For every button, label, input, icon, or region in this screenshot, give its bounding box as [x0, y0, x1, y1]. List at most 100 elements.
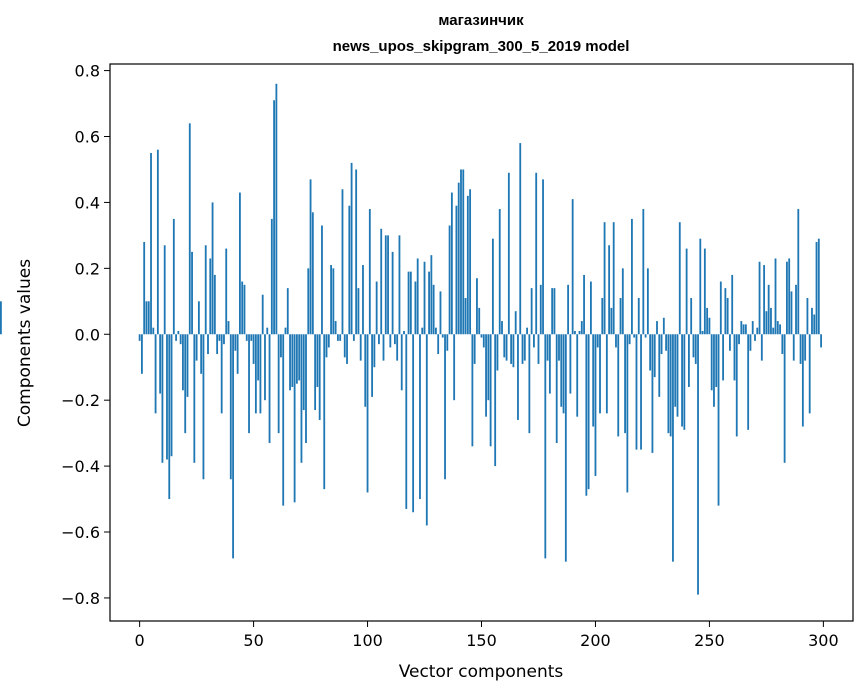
bar	[330, 265, 332, 335]
bar	[724, 288, 727, 335]
bar	[503, 334, 506, 358]
bar	[473, 334, 476, 364]
bar	[218, 334, 221, 341]
bar	[665, 334, 668, 351]
bar	[674, 334, 677, 407]
bar	[608, 245, 611, 335]
bar	[731, 274, 734, 335]
bar	[195, 334, 198, 361]
bar	[555, 334, 558, 444]
bar	[510, 334, 513, 364]
bar	[817, 238, 820, 335]
bar	[676, 334, 679, 417]
bar	[289, 334, 291, 391]
bar	[523, 334, 526, 361]
bar	[594, 334, 597, 476]
bar	[156, 149, 159, 335]
bar	[754, 334, 756, 341]
bar	[710, 334, 713, 391]
y-tick-label: −0.2	[61, 391, 100, 410]
bar	[234, 334, 237, 351]
bar	[621, 268, 624, 335]
bar	[209, 258, 212, 335]
bar	[785, 261, 788, 335]
bar	[357, 288, 360, 335]
bar	[601, 298, 604, 335]
bar	[321, 225, 323, 335]
bar	[772, 327, 775, 335]
bar	[421, 327, 424, 335]
bar	[455, 205, 458, 335]
bar	[348, 205, 351, 335]
bar	[505, 334, 508, 361]
bar	[628, 334, 631, 345]
bar	[740, 321, 743, 335]
bar	[558, 334, 560, 361]
bar	[605, 334, 608, 414]
bar	[615, 334, 617, 348]
bar	[400, 334, 403, 391]
y-tick-label: 0.8	[75, 62, 100, 81]
bar	[781, 334, 784, 355]
bar	[318, 334, 321, 420]
bar	[343, 334, 346, 358]
bar	[699, 238, 702, 335]
bar	[744, 324, 747, 335]
bar	[295, 334, 298, 384]
bar	[161, 334, 164, 463]
bar	[637, 298, 640, 335]
bar	[439, 291, 442, 335]
bar	[713, 334, 715, 407]
bar	[346, 334, 348, 364]
bar	[211, 202, 214, 335]
bar	[703, 248, 706, 335]
bar	[275, 83, 278, 335]
y-tick-label: 0.6	[75, 128, 100, 147]
bar	[799, 334, 802, 364]
bar	[815, 241, 818, 335]
bar	[687, 334, 690, 387]
bar	[813, 314, 816, 335]
bar	[186, 334, 189, 397]
bar	[776, 321, 779, 335]
bar	[191, 251, 193, 335]
bar	[610, 307, 613, 335]
bar	[760, 334, 763, 361]
bar	[188, 123, 191, 335]
bar	[170, 334, 173, 457]
bar	[494, 334, 497, 467]
y-axis-label: Components values	[15, 259, 35, 427]
y-tick-label: 0.0	[75, 325, 100, 344]
bar	[364, 334, 367, 407]
bar	[466, 195, 469, 335]
bar	[548, 334, 551, 394]
bar	[409, 271, 412, 335]
bar	[596, 334, 599, 348]
bar	[482, 334, 485, 348]
bar	[284, 327, 287, 335]
bar	[307, 268, 310, 335]
bar	[694, 334, 697, 364]
bar	[453, 334, 456, 401]
chart-title: магазинчик	[438, 12, 524, 29]
bar	[252, 334, 255, 364]
bar	[254, 334, 257, 414]
bar	[690, 298, 693, 335]
bar	[656, 321, 658, 335]
bar	[722, 334, 724, 381]
bar	[729, 334, 731, 351]
bar	[496, 334, 499, 371]
bar	[216, 334, 219, 355]
bar	[403, 330, 405, 335]
bar	[448, 225, 451, 335]
bar	[334, 321, 337, 335]
bar	[152, 327, 155, 335]
bar	[225, 248, 228, 335]
bar	[207, 334, 209, 355]
bar	[619, 298, 622, 335]
bar	[585, 334, 588, 496]
bar	[546, 334, 549, 361]
bar	[795, 284, 797, 335]
bar	[145, 301, 148, 335]
bar	[166, 334, 168, 460]
